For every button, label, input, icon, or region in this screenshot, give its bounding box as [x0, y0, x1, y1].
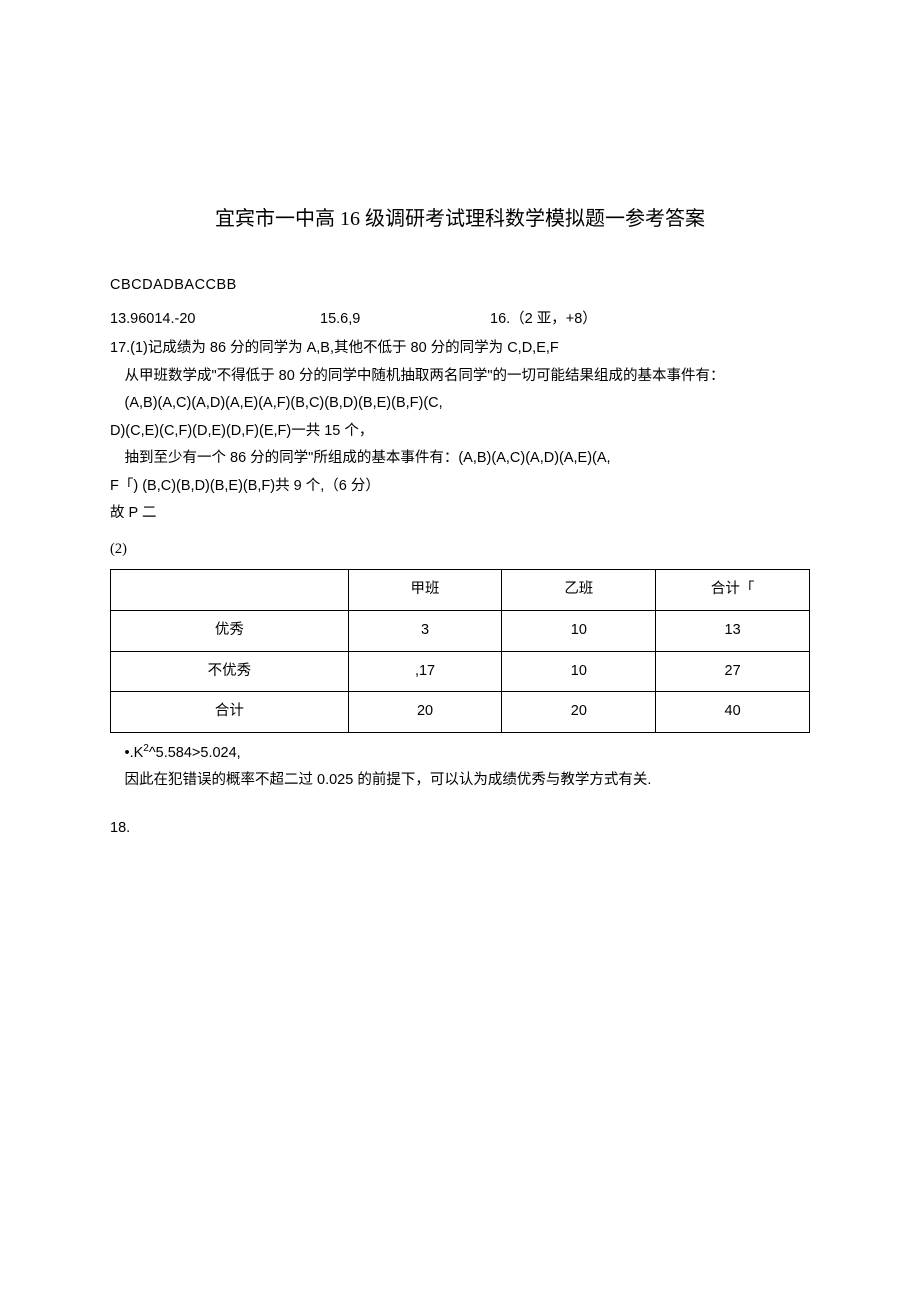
k-prefix: •.K	[125, 744, 144, 760]
contingency-table: 甲班 乙班 合计「 优秀 3 10 13 不优秀 ,17 10 27 合计 20…	[110, 569, 810, 732]
table-header-row: 甲班 乙班 合计「	[111, 570, 810, 611]
answer-13-14: 13.96014.-20	[110, 306, 320, 334]
page-title: 宜宾市一中高 16 级调研考试理科数学模拟题一参考答案	[110, 200, 810, 238]
table-cell: 40	[656, 692, 810, 733]
table-header-cell: 合计「	[656, 570, 810, 611]
fill-answers-row: 13.96014.-20 15.6,9 16.（2 亚，+8）	[110, 306, 810, 334]
table-cell: 不优秀	[111, 651, 349, 692]
table-header-cell: 乙班	[502, 570, 656, 611]
table-row: 不优秀 ,17 10 27	[111, 651, 810, 692]
q17-line: (A,B)(A,C)(A,D)(A,E)(A,F)(B,C)(B,D)(B,E)…	[110, 390, 810, 418]
answer-16: 16.（2 亚，+8）	[490, 306, 597, 334]
question-18-label: 18.	[110, 815, 810, 843]
conclusion-line: 因此在犯错误的概率不超二过 0.025 的前提下，可以认为成绩优秀与教学方式有关…	[110, 767, 810, 795]
table-cell: 3	[348, 611, 502, 652]
after-table-text: •.K2^5.584>5.024, 因此在犯错误的概率不超二过 0.025 的前…	[110, 739, 810, 795]
q17-line: 17.(1)记成绩为 86 分的同学为 A,B,其他不低于 80 分的同学为 C…	[110, 335, 810, 363]
k-squared-line: •.K2^5.584>5.024,	[110, 739, 810, 767]
k-rest: ^5.584>5.024,	[149, 744, 241, 760]
q17-line: D)(C,E)(C,F)(D,E)(D,F)(E,F)一共 15 个，	[110, 418, 810, 446]
q17-line: 从甲班数学成"不得低于 80 分的同学中随机抽取两名同学"的一切可能结果组成的基…	[110, 363, 810, 391]
table-cell: 13	[656, 611, 810, 652]
q17-line: 故 P 二	[110, 500, 810, 528]
table-header-cell: 甲班	[348, 570, 502, 611]
table-cell: ,17	[348, 651, 502, 692]
q17-line: F「) (B,C)(B,D)(B,E)(B,F)共 9 个,（6 分）	[110, 473, 810, 501]
table-cell: 20	[502, 692, 656, 733]
answer-15: 15.6,9	[320, 306, 490, 334]
q17-part2-label: (2)	[110, 536, 810, 564]
question-17: 17.(1)记成绩为 86 分的同学为 A,B,其他不低于 80 分的同学为 C…	[110, 335, 810, 528]
table-cell: 10	[502, 651, 656, 692]
table-cell: 27	[656, 651, 810, 692]
table-cell: 合计	[111, 692, 349, 733]
table-cell: 20	[348, 692, 502, 733]
table-cell: 10	[502, 611, 656, 652]
table-row: 优秀 3 10 13	[111, 611, 810, 652]
table-row: 合计 20 20 40	[111, 692, 810, 733]
answers-block: CBCDADBACCBB 13.96014.-20 15.6,9 16.（2 亚…	[110, 272, 810, 333]
table-header-cell	[111, 570, 349, 611]
multiple-choice-answers: CBCDADBACCBB	[110, 272, 810, 300]
table-cell: 优秀	[111, 611, 349, 652]
q17-line: 抽到至少有一个 86 分的同学"所组成的基本事件有：(A,B)(A,C)(A,D…	[110, 445, 810, 473]
